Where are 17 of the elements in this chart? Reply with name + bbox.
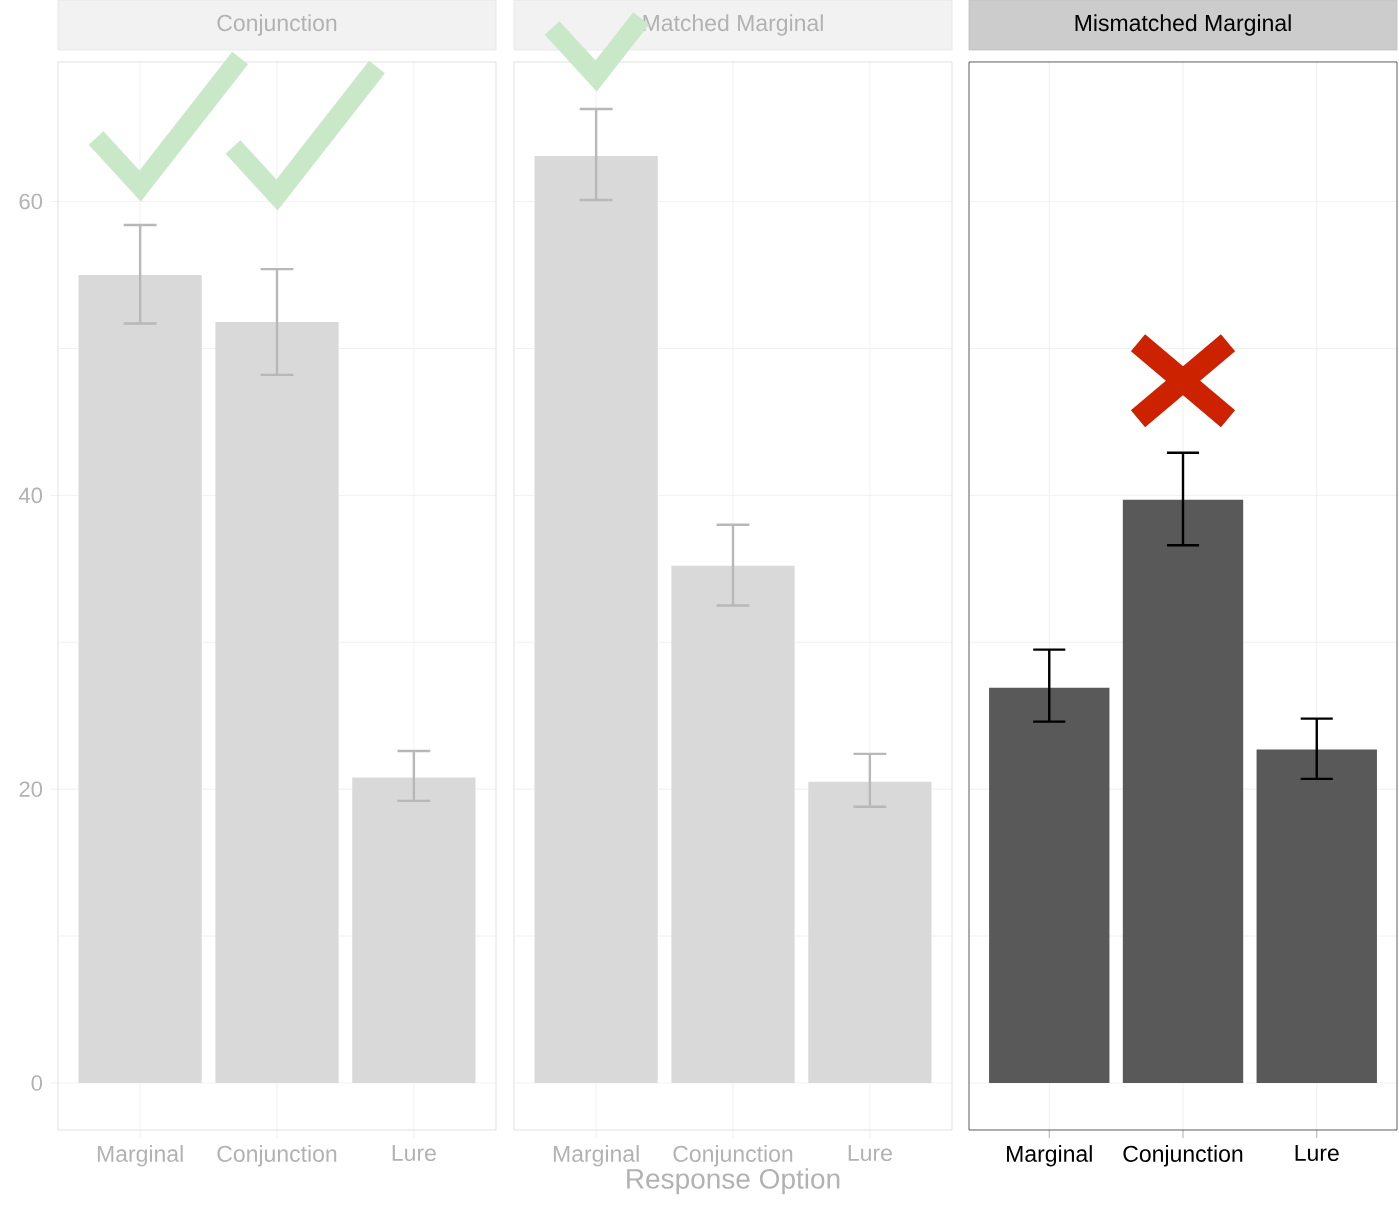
chart-title: Mismatched Marginal — [1075, 14, 1291, 36]
x-tick-label: Lure — [392, 1145, 436, 1162]
y-tick-label: 0 — [31, 1075, 43, 1091]
x-tick-label: Lure — [848, 1145, 892, 1162]
x-tick-label: Marginal — [553, 1145, 639, 1167]
y-tick-label: 20 — [19, 781, 43, 797]
x-tick-label: Lure — [1295, 1145, 1339, 1162]
y-tick-label: 60 — [19, 193, 43, 210]
x-tick-label: Conjunction — [217, 1145, 337, 1167]
x-tick-label: Marginal — [1007, 1145, 1092, 1167]
x-tick-label: Marginal — [97, 1145, 183, 1167]
x-tick-label: Conjunction — [673, 1145, 793, 1167]
x-tick-label: Conjunction — [1123, 1145, 1243, 1167]
y-tick-label: 40 — [18, 487, 43, 504]
x-axis-title: Response Option — [627, 1168, 840, 1195]
chart-title: Matched Marginal — [643, 14, 823, 36]
chart-title: Conjunction — [217, 14, 337, 36]
